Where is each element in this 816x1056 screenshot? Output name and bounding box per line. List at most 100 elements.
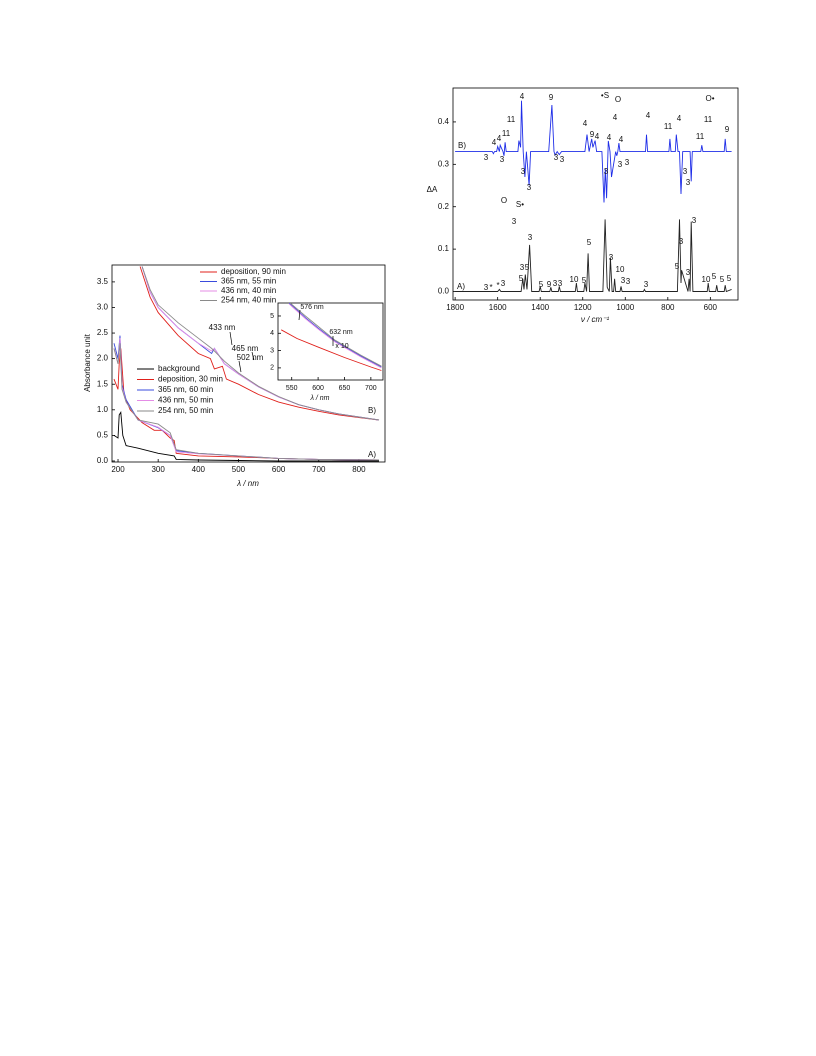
x-tick-label: 600 — [272, 465, 286, 474]
annotation: 3 — [692, 216, 697, 225]
annotation: * — [489, 283, 492, 292]
annotation: 9 — [547, 280, 552, 289]
x-tick-label: 1000 — [616, 303, 634, 312]
plot-frame — [277, 302, 384, 381]
structure-label: 11 — [704, 115, 713, 124]
x-tick-label: 400 — [192, 465, 206, 474]
structure-label: •S — [601, 91, 609, 100]
annotation: 5 — [675, 262, 680, 271]
x-tick-label: 600 — [312, 385, 324, 392]
y-tick-label: 1.0 — [97, 405, 109, 414]
annotation: 3 — [604, 167, 609, 176]
annotation: 3 — [626, 277, 631, 286]
annotation: 11 — [664, 122, 673, 131]
annotation: 3 — [554, 153, 559, 162]
legend-label: 254 nm, 50 min — [158, 406, 213, 415]
annotation: 3 — [558, 279, 563, 288]
annotation: 3 — [527, 183, 532, 192]
legend-label: 365 nm, 55 min — [221, 277, 276, 286]
annotation: 5 — [525, 263, 530, 272]
series-line — [288, 303, 382, 368]
annotation: 3 — [618, 160, 623, 169]
y-axis-label: Absorbance unit — [83, 333, 92, 392]
annotation: 3 — [679, 237, 684, 246]
chart: 550 600 650 700 2 3 4 5 λ / nm 576 nm 632 nm x 10 — [270, 302, 384, 402]
x-tick-label: 650 — [339, 385, 351, 392]
series-line — [280, 329, 382, 371]
annotation: 632 nm — [329, 329, 353, 336]
annotation: 3 — [528, 233, 533, 242]
series-line — [141, 266, 380, 421]
annotation: 5 — [720, 275, 725, 284]
annotation: 4 — [595, 132, 600, 141]
x-tick-label: 300 — [151, 465, 165, 474]
annotation: 3 — [521, 167, 526, 176]
x-tick-label: 1800 — [446, 303, 464, 312]
legend-label: background — [158, 364, 200, 373]
annotation: 3 — [625, 158, 630, 167]
structure-label: 3 — [512, 217, 517, 226]
y-tick-label: 2.0 — [97, 354, 109, 363]
annotation: 3 — [484, 283, 489, 292]
annotation: 502 nm — [237, 353, 264, 362]
annotation: 11 — [502, 129, 511, 138]
series-line — [113, 343, 380, 461]
y-tick-label: 3.5 — [97, 277, 109, 286]
annotation: 3 — [621, 276, 626, 285]
annotation: 5 — [519, 274, 524, 283]
x-tick-label: 600 — [704, 303, 718, 312]
y-tick-label: 4 — [270, 330, 274, 337]
x-tick-label: 550 — [286, 385, 298, 392]
annotation: 4 — [492, 138, 497, 147]
legend-label: 436 nm, 40 min — [221, 286, 276, 295]
annotation: 9 — [549, 93, 554, 102]
y-tick-label: 0.3 — [438, 159, 450, 168]
arrow — [238, 360, 242, 373]
x-tick-label: 200 — [111, 465, 125, 474]
annotation: 5 — [539, 280, 544, 289]
annotation: 4 — [646, 111, 651, 120]
y-tick-label: 0.2 — [438, 202, 450, 211]
annotation: 5 — [727, 274, 732, 283]
y-tick-label: 0.0 — [97, 456, 109, 465]
y-tick-label: 1.5 — [97, 379, 109, 388]
x-tick-label: 700 — [365, 385, 377, 392]
annotation: 10 — [616, 265, 625, 274]
plot-frame — [452, 87, 739, 301]
annotation: 10 — [702, 275, 711, 284]
x-axis-label: λ / nm — [236, 479, 259, 488]
y-tick-label: 0.5 — [97, 431, 109, 440]
series-line — [455, 219, 732, 293]
series-label: B) — [458, 141, 466, 150]
annotation: x 10 — [335, 343, 348, 350]
annotation: 3 — [501, 279, 506, 288]
annotation: 3 — [686, 178, 691, 187]
legend-label: deposition, 30 min — [158, 375, 223, 384]
x-tick-label: 500 — [232, 465, 246, 474]
series-line — [139, 266, 380, 421]
annotation: 4 — [497, 134, 502, 143]
x-axis-label: λ / nm — [309, 395, 329, 402]
y-tick-label: 0.4 — [438, 117, 450, 126]
y-tick-label: 0.1 — [438, 244, 450, 253]
x-tick-label: 1400 — [531, 303, 549, 312]
annotation: 4 — [677, 114, 682, 123]
annotation: 11 — [507, 115, 516, 124]
annotation: 3 — [609, 253, 614, 262]
annotation: A) — [368, 450, 376, 459]
annotation: 3 — [560, 155, 565, 164]
x-tick-label: 800 — [352, 465, 366, 474]
series-line — [289, 303, 382, 367]
annotation: 4 — [607, 133, 612, 142]
y-tick-label: 0.0 — [438, 287, 450, 296]
arrow — [298, 309, 301, 321]
annotation: 10 — [570, 275, 579, 284]
annotation: 5 — [587, 238, 592, 247]
y-tick-label: 2.5 — [97, 328, 109, 337]
annotation: 433 nm — [209, 323, 236, 332]
annotation: 3 — [520, 263, 525, 272]
legend-label: deposition, 90 min — [221, 267, 286, 276]
legend-label: 254 nm, 40 min — [221, 296, 276, 305]
arrow — [251, 351, 255, 361]
